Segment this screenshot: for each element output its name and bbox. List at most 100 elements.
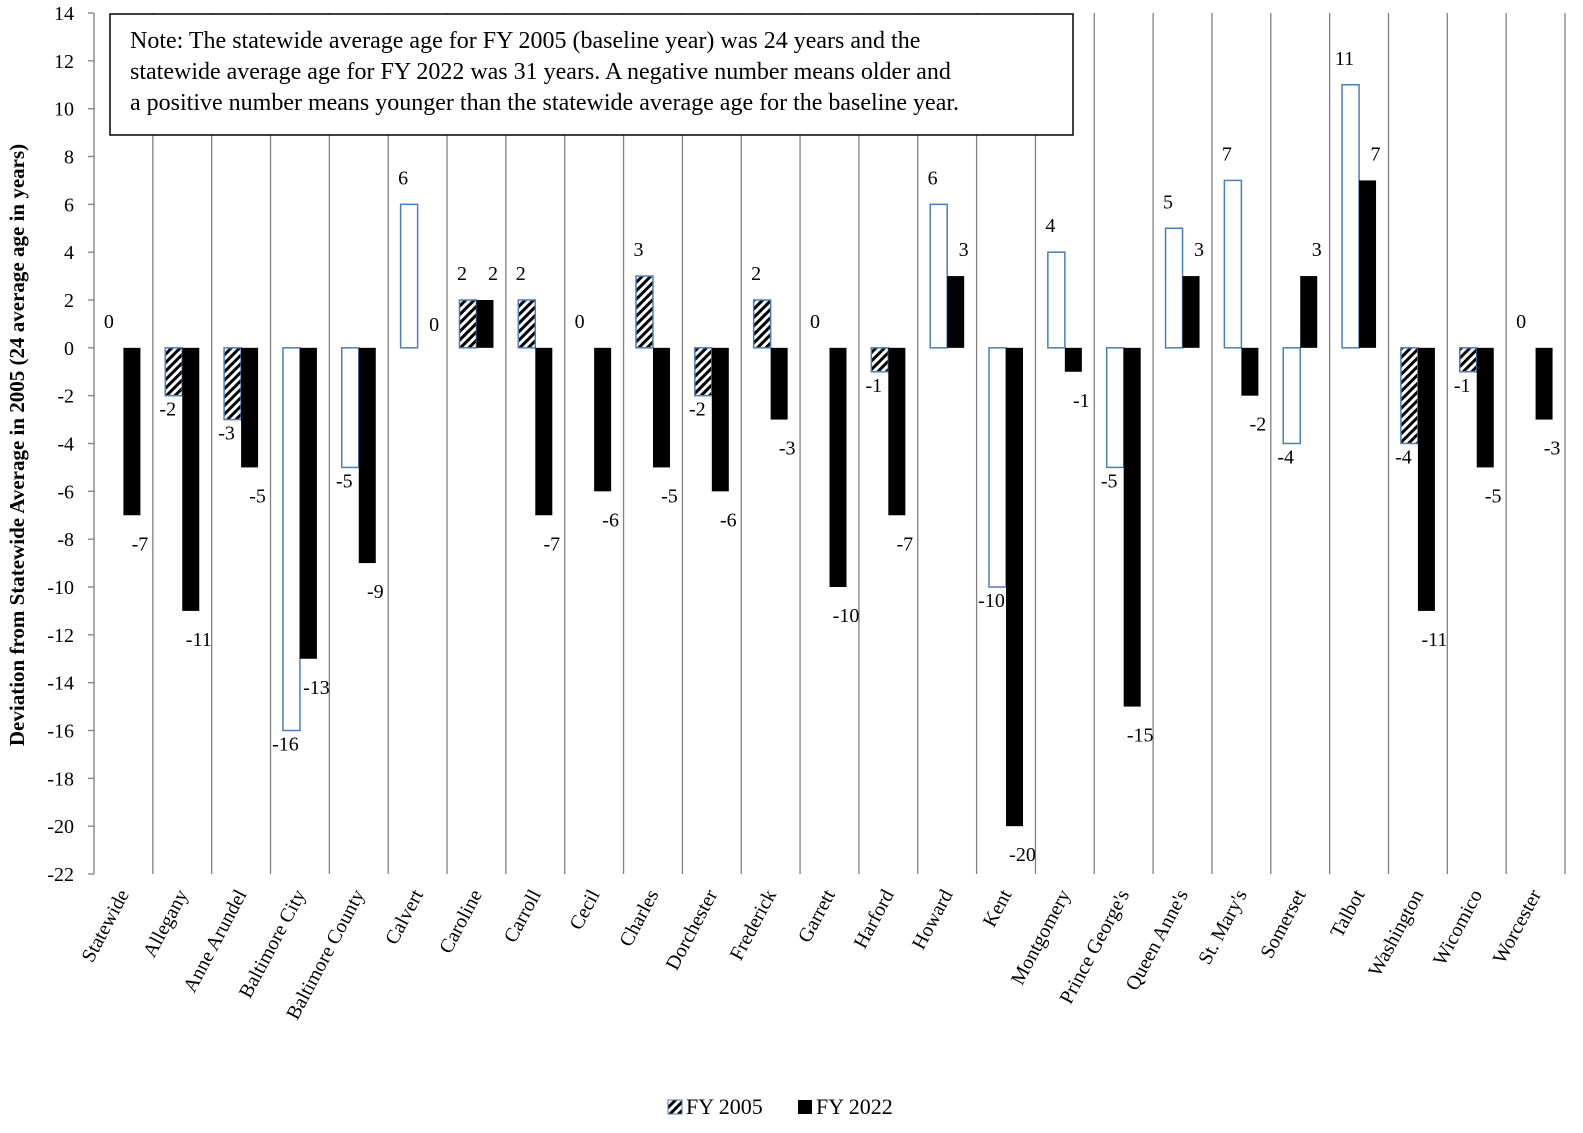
data-label-fy2022: -11	[1421, 629, 1447, 651]
bar-fy2022	[476, 300, 494, 348]
bar-fy2022	[1064, 347, 1082, 372]
bar-fy2022	[1359, 180, 1377, 348]
category-label: Dorchester	[662, 886, 723, 974]
category-label: Calvert	[381, 886, 428, 949]
data-label-fy2005: 0	[104, 311, 114, 333]
data-label-fy2022: -7	[132, 533, 149, 555]
category-label: Worcester	[1489, 886, 1546, 968]
y-tick-label: -4	[57, 434, 74, 456]
category-label: Kent	[979, 886, 1017, 931]
data-label-fy2005: -5	[336, 470, 353, 492]
bar-fy2005	[870, 347, 890, 373]
bar-fy2005	[164, 347, 184, 397]
data-label-fy2022: -5	[661, 485, 678, 507]
category-label: Howard	[908, 886, 958, 953]
bar-fy2022	[182, 347, 200, 611]
category-label: Garrett	[794, 886, 840, 947]
category-label: St. Mary's	[1194, 886, 1252, 968]
bar-fy2005	[1164, 227, 1184, 349]
data-label-fy2022: -6	[602, 509, 619, 531]
y-tick-label: 12	[54, 51, 74, 73]
data-label-fy2005: 2	[516, 263, 526, 285]
bar-fy2005	[988, 347, 1007, 588]
bar-fy2022	[241, 347, 259, 468]
y-tick-label: -16	[47, 721, 74, 743]
bar-fy2005	[399, 203, 419, 349]
legend-label-fy2022: FY 2022	[816, 1094, 893, 1119]
data-label-fy2005: 0	[575, 311, 585, 333]
data-label-fy2005: 3	[633, 239, 643, 261]
bar-fy2022	[123, 347, 141, 516]
data-label-fy2005: 7	[1222, 143, 1232, 165]
category-label: Somerset	[1256, 886, 1311, 962]
data-label-fy2022: -7	[897, 533, 914, 555]
y-tick-label: 14	[54, 3, 74, 25]
bar-fy2005	[341, 347, 360, 469]
y-tick-label: -14	[47, 673, 74, 695]
bar-fy2022	[1123, 347, 1141, 707]
bar-fy2022	[594, 347, 612, 492]
bar-fy2005	[1458, 347, 1478, 373]
category-label: Queen Anne's	[1122, 886, 1194, 994]
data-label-fy2005: 0	[810, 311, 820, 333]
data-label-fy2005: -1	[1454, 375, 1471, 397]
data-label-fy2022: -11	[186, 629, 212, 651]
data-label-fy2005: -16	[272, 734, 299, 756]
bar-fy2005	[1047, 251, 1066, 349]
data-label-fy2005: -1	[866, 375, 883, 397]
bar-fy2022	[711, 347, 729, 492]
category-label: Frederick	[726, 886, 781, 964]
y-tick-label: 4	[64, 242, 74, 264]
category-label: Charles	[615, 886, 663, 950]
y-tick-label: -22	[47, 864, 74, 886]
bar-fy2005	[517, 299, 537, 349]
data-label-fy2005: -10	[978, 590, 1005, 612]
legend-swatch-fy2005	[667, 1099, 683, 1115]
data-label-fy2022: -9	[367, 581, 384, 603]
bar-fy2022	[1417, 347, 1435, 611]
data-label-fy2022: -2	[1250, 414, 1267, 436]
category-label: Carroll	[500, 886, 546, 947]
annotation-line-3: a positive number means younger than the…	[130, 90, 959, 116]
annotation-line-1: Note: The statewide average age for FY 2…	[130, 28, 920, 54]
y-tick-label: 10	[54, 99, 74, 121]
data-label-fy2005: 5	[1163, 191, 1173, 213]
data-label-fy2005: 2	[751, 263, 761, 285]
bar-fy2005	[752, 299, 772, 349]
bar-fy2022	[1006, 347, 1024, 827]
bar-fy2005	[458, 299, 478, 349]
bar-fy2005	[1341, 84, 1360, 349]
data-label-fy2022: 2	[488, 263, 498, 285]
y-tick-label: 6	[64, 194, 74, 216]
data-label-fy2005: -4	[1277, 447, 1294, 469]
category-separators	[152, 13, 1566, 874]
data-label-fy2022: -20	[1009, 844, 1036, 866]
bar-fy2005	[1282, 347, 1301, 445]
data-label-fy2022: 7	[1371, 143, 1381, 165]
data-label-fy2005: -2	[689, 399, 706, 421]
y-tick-label: -6	[57, 481, 74, 503]
bars	[123, 84, 1553, 827]
category-label: Wicomico	[1429, 886, 1487, 969]
bar-fy2022	[888, 347, 906, 516]
data-label-fy2022: 3	[959, 239, 969, 261]
y-axis-title: Deviation from Statewide Average in 2005…	[5, 144, 29, 746]
bar-fy2022	[1476, 347, 1494, 468]
bar-fy2022	[1182, 276, 1200, 348]
bar-fy2022	[947, 276, 965, 348]
bar-fy2022	[535, 347, 553, 516]
legend: FY 2005 FY 2022	[667, 1094, 893, 1119]
bar-fy2005	[223, 347, 242, 421]
y-tick-label: -2	[57, 386, 74, 408]
bar-fy2022	[829, 347, 847, 587]
category-label: Caroline	[435, 886, 487, 957]
bar-fy2022	[652, 347, 670, 468]
data-label-fy2022: 3	[1312, 239, 1322, 261]
data-label-fy2005: 2	[457, 263, 467, 285]
data-label-fy2005: 6	[398, 167, 408, 189]
category-label: Cecil	[565, 886, 604, 934]
data-label-fy2022: -10	[833, 605, 860, 627]
data-label-fy2022: -13	[303, 677, 330, 699]
